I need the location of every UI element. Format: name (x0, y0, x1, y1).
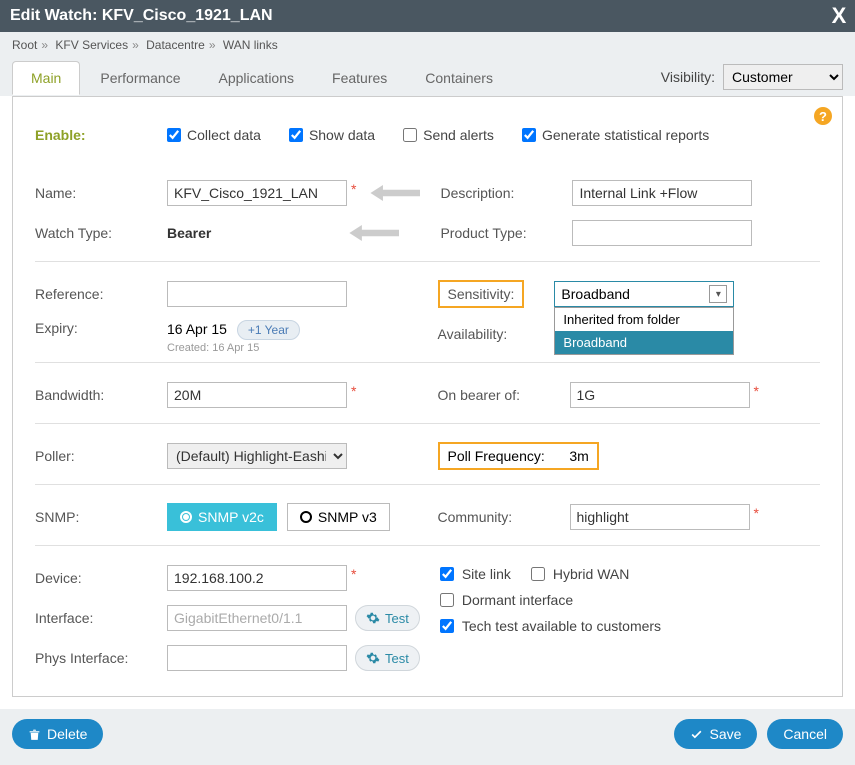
send-alerts-checkbox[interactable] (403, 128, 417, 142)
gear-icon (366, 651, 380, 665)
radio-icon (180, 511, 192, 523)
breadcrumb: Root» KFV Services» Datacentre» WAN link… (0, 32, 855, 58)
expiry-value: 16 Apr 15 (167, 321, 227, 337)
title-bar: Edit Watch: KFV_Cisco_1921_LAN X (0, 0, 855, 32)
breadcrumb-item[interactable]: KFV Services (55, 38, 128, 52)
required-icon: * (351, 566, 356, 582)
dormant-interface-checkbox[interactable] (440, 593, 454, 607)
footer: Delete Save Cancel (0, 709, 855, 765)
show-data-checkbox[interactable] (289, 128, 303, 142)
check-icon (690, 728, 703, 741)
main-panel: ? Enable: Collect data Show data Send al… (12, 96, 843, 697)
tab-applications[interactable]: Applications (201, 62, 313, 94)
trash-icon (28, 728, 41, 741)
window-title: Edit Watch: KFV_Cisco_1921_LAN (10, 7, 273, 25)
visibility-select[interactable]: Customer (723, 64, 843, 90)
reference-label: Reference: (35, 286, 167, 302)
tab-performance[interactable]: Performance (82, 62, 198, 94)
poller-label: Poller: (35, 448, 167, 464)
snmp-v2c-button[interactable]: SNMP v2c (167, 503, 277, 531)
breadcrumb-item[interactable]: Root (12, 38, 37, 52)
reference-input[interactable] (167, 281, 347, 307)
device-label: Device: (35, 570, 167, 586)
close-icon[interactable]: X (823, 0, 855, 32)
snmp-label: SNMP: (35, 509, 167, 525)
radio-icon (300, 511, 312, 523)
delete-button[interactable]: Delete (12, 719, 103, 749)
interface-label: Interface: (35, 610, 167, 626)
name-input[interactable] (167, 180, 347, 206)
required-icon: * (351, 181, 356, 197)
community-input[interactable] (570, 504, 750, 530)
sensitivity-select[interactable]: Broadband ▾ Inherited from folder Broadb… (554, 281, 734, 307)
collect-data-checkbox[interactable] (167, 128, 181, 142)
bandwidth-label: Bandwidth: (35, 387, 167, 403)
expiry-label: Expiry: (35, 320, 167, 336)
on-bearer-label: On bearer of: (438, 387, 570, 403)
device-input[interactable] (167, 565, 347, 591)
tab-features[interactable]: Features (314, 62, 405, 94)
required-icon: * (351, 383, 356, 399)
enable-label: Enable: (35, 127, 167, 143)
stats-reports-checkbox[interactable] (522, 128, 536, 142)
sensitivity-option[interactable]: Broadband (555, 331, 733, 354)
tab-bar: Main Performance Applications Features C… (0, 58, 855, 96)
watch-type-value: Bearer (167, 225, 211, 241)
poll-frequency-label: Poll Frequency: (448, 448, 566, 464)
required-icon: * (754, 383, 759, 399)
product-type-label: Product Type: (440, 225, 572, 241)
tech-test-checkbox[interactable] (440, 619, 454, 633)
snmp-v3-button[interactable]: SNMP v3 (287, 503, 390, 531)
hybrid-wan-checkbox[interactable] (531, 567, 545, 581)
help-icon[interactable]: ? (814, 107, 832, 125)
interface-test-button[interactable]: Test (355, 605, 420, 631)
sensitivity-option[interactable]: Inherited from folder (555, 308, 733, 331)
save-button[interactable]: Save (674, 719, 757, 749)
cancel-button[interactable]: Cancel (767, 719, 843, 749)
poll-frequency-value: 3m (569, 448, 588, 464)
tab-main[interactable]: Main (12, 61, 80, 95)
site-link-checkbox[interactable] (440, 567, 454, 581)
required-icon: * (754, 505, 759, 521)
poll-frequency-highlight: Poll Frequency: 3m (438, 442, 599, 470)
on-bearer-input[interactable] (570, 382, 750, 408)
watch-type-label: Watch Type: (35, 225, 167, 241)
arrow-icon (370, 185, 420, 201)
bandwidth-input[interactable] (167, 382, 347, 408)
description-label: Description: (440, 185, 572, 201)
phys-interface-test-button[interactable]: Test (355, 645, 420, 671)
breadcrumb-item[interactable]: WAN links (223, 38, 278, 52)
expiry-plus-year[interactable]: +1 Year (237, 320, 300, 340)
poller-select[interactable]: (Default) Highlight-Eashing (167, 443, 347, 469)
sensitivity-highlight: Sensitivity: (438, 280, 525, 308)
breadcrumb-item[interactable]: Datacentre (146, 38, 205, 52)
chevron-down-icon[interactable]: ▾ (709, 285, 727, 303)
arrow-icon (349, 225, 399, 241)
phys-interface-input[interactable] (167, 645, 347, 671)
name-label: Name: (35, 185, 167, 201)
phys-interface-label: Phys Interface: (35, 650, 167, 666)
gear-icon (366, 611, 380, 625)
tab-containers[interactable]: Containers (407, 62, 511, 94)
interface-input (167, 605, 347, 631)
visibility-label: Visibility: (661, 69, 715, 85)
created-text: Created: 16 Apr 15 (167, 342, 300, 354)
product-type-input[interactable] (572, 220, 752, 246)
sensitivity-label: Sensitivity: (448, 286, 515, 302)
description-input[interactable] (572, 180, 752, 206)
availability-label: Availability: (438, 326, 570, 342)
community-label: Community: (438, 509, 570, 525)
